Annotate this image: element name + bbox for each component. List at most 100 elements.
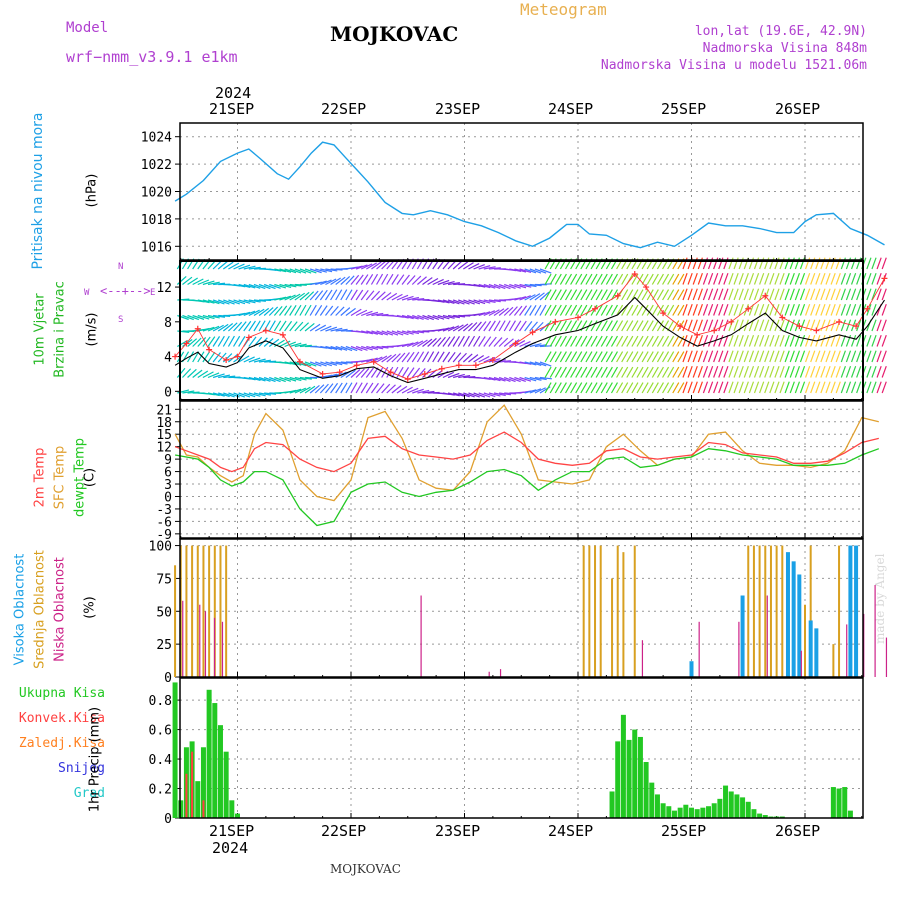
wind-barb bbox=[417, 389, 430, 394]
wind-barb bbox=[621, 273, 629, 285]
wind-barb bbox=[723, 319, 729, 332]
wind-barb bbox=[759, 319, 765, 332]
wind-barb bbox=[493, 283, 506, 290]
wind-barb bbox=[774, 335, 780, 347]
wind-barb bbox=[794, 366, 801, 378]
wind-barb bbox=[176, 275, 187, 285]
wind-barb bbox=[248, 283, 261, 289]
wind-barb bbox=[876, 273, 882, 285]
wind-barb bbox=[432, 278, 444, 286]
wind-barb bbox=[187, 338, 198, 347]
wind-barb bbox=[646, 351, 654, 363]
wind-barb bbox=[499, 392, 512, 396]
wind-barb bbox=[692, 366, 698, 378]
wind-barb bbox=[207, 314, 220, 319]
wind-barb bbox=[570, 289, 578, 301]
wind-barb bbox=[544, 335, 552, 347]
wind-barb bbox=[539, 304, 547, 316]
wind-barb bbox=[345, 289, 353, 301]
wind-barb bbox=[365, 290, 375, 301]
wind-barb bbox=[197, 370, 209, 379]
y-tick-label: 12 bbox=[156, 441, 172, 456]
wind-barb bbox=[253, 376, 266, 382]
wind-barb bbox=[218, 299, 230, 305]
cloud-mid-bar bbox=[219, 545, 222, 677]
wind-barb bbox=[498, 376, 511, 382]
wind-barb bbox=[616, 273, 624, 285]
wind-barb bbox=[651, 320, 659, 332]
wind-barb bbox=[478, 311, 491, 317]
elevation-label: Nadmorska Visina 848m bbox=[702, 41, 867, 56]
wind-barb bbox=[473, 335, 481, 347]
wind-barb bbox=[835, 304, 841, 316]
wind-barb bbox=[845, 381, 852, 394]
cloud-mid-bar bbox=[633, 545, 636, 677]
wind-gust-marker bbox=[711, 327, 718, 334]
wind-barb bbox=[468, 322, 478, 332]
precip-total-bar bbox=[728, 791, 734, 818]
wind-barb bbox=[473, 312, 486, 317]
wind-barb bbox=[641, 289, 649, 301]
wind-barb bbox=[320, 325, 332, 332]
wind-barb bbox=[335, 328, 348, 332]
wind-barb bbox=[361, 358, 374, 363]
wind-barb bbox=[656, 351, 664, 363]
wind-barb bbox=[759, 335, 765, 347]
wind-gust-marker bbox=[438, 365, 445, 372]
wind-barb bbox=[447, 299, 460, 305]
y-tick-label: -3 bbox=[156, 503, 172, 518]
wind-barb bbox=[503, 306, 514, 316]
wind-barb bbox=[718, 304, 724, 316]
cloud-high-bar bbox=[808, 620, 813, 677]
wind-barb bbox=[529, 268, 542, 274]
wind-barb bbox=[774, 288, 780, 301]
wind-barb bbox=[498, 337, 509, 347]
y-tick-label: 50 bbox=[156, 605, 172, 620]
wind-barb bbox=[570, 351, 578, 363]
wind-barb bbox=[595, 320, 603, 332]
wind-barb bbox=[370, 273, 379, 285]
wind-barb bbox=[488, 376, 501, 382]
wind-barb bbox=[748, 319, 755, 332]
y-tick-label: 1018 bbox=[141, 213, 172, 228]
wind-barb bbox=[432, 337, 442, 347]
wind-barb bbox=[396, 366, 404, 378]
wind-barb bbox=[662, 273, 670, 285]
wind-barb bbox=[483, 320, 492, 332]
wind-barb bbox=[412, 314, 424, 320]
wind-barb bbox=[554, 382, 562, 394]
wind-barb bbox=[396, 314, 409, 319]
date-label-top-0: 21SEP bbox=[209, 100, 255, 118]
wind-gust-marker bbox=[575, 314, 581, 321]
wind-barb bbox=[381, 354, 392, 363]
y-tick-label: 1020 bbox=[141, 186, 172, 201]
wind-barb bbox=[713, 273, 719, 285]
wind-barb bbox=[636, 273, 644, 285]
cloud-mid-bar bbox=[775, 545, 778, 677]
wind-barb bbox=[509, 283, 521, 289]
wind-barb bbox=[243, 310, 256, 317]
wind-barb bbox=[692, 304, 698, 316]
wind-barb bbox=[687, 381, 693, 394]
wind-barb bbox=[534, 292, 545, 301]
wind-gust-marker bbox=[592, 305, 599, 312]
wind-barb bbox=[447, 336, 456, 347]
wind-barb bbox=[499, 360, 512, 363]
wind-barb bbox=[815, 366, 821, 378]
wind-barb bbox=[570, 335, 578, 347]
wind-barb bbox=[473, 283, 486, 288]
wind-barb bbox=[452, 324, 464, 332]
wind-barb bbox=[376, 260, 387, 270]
wind-barb bbox=[789, 273, 795, 285]
wind-barb bbox=[789, 319, 795, 332]
wind-barb bbox=[457, 335, 465, 347]
wind-barb bbox=[769, 335, 775, 347]
wind-barb bbox=[830, 350, 836, 363]
precip-total-bar bbox=[626, 739, 632, 818]
wind-barb bbox=[656, 382, 664, 394]
wind-barb bbox=[789, 381, 795, 394]
wind-gust-marker bbox=[296, 358, 303, 365]
wind-barb bbox=[856, 350, 862, 363]
cloud-low-bar bbox=[846, 624, 848, 677]
wind-gust-marker bbox=[319, 370, 326, 377]
